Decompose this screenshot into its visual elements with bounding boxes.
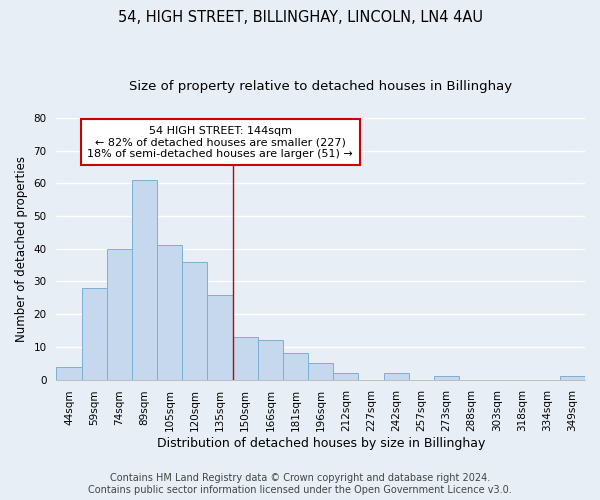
Bar <box>308 363 333 380</box>
Bar <box>560 376 585 380</box>
Bar <box>208 294 233 380</box>
Bar <box>233 337 258 380</box>
Bar <box>56 366 82 380</box>
Text: 54 HIGH STREET: 144sqm
← 82% of detached houses are smaller (227)
18% of semi-de: 54 HIGH STREET: 144sqm ← 82% of detached… <box>88 126 353 159</box>
X-axis label: Distribution of detached houses by size in Billinghay: Distribution of detached houses by size … <box>157 437 485 450</box>
Title: Size of property relative to detached houses in Billinghay: Size of property relative to detached ho… <box>129 80 512 93</box>
Bar <box>182 262 208 380</box>
Text: Contains HM Land Registry data © Crown copyright and database right 2024.
Contai: Contains HM Land Registry data © Crown c… <box>88 474 512 495</box>
Text: 54, HIGH STREET, BILLINGHAY, LINCOLN, LN4 4AU: 54, HIGH STREET, BILLINGHAY, LINCOLN, LN… <box>118 10 482 25</box>
Bar <box>333 373 358 380</box>
Bar <box>107 248 132 380</box>
Bar <box>157 246 182 380</box>
Bar <box>283 354 308 380</box>
Bar <box>383 373 409 380</box>
Y-axis label: Number of detached properties: Number of detached properties <box>15 156 28 342</box>
Bar <box>82 288 107 380</box>
Bar <box>132 180 157 380</box>
Bar <box>434 376 459 380</box>
Bar <box>258 340 283 380</box>
